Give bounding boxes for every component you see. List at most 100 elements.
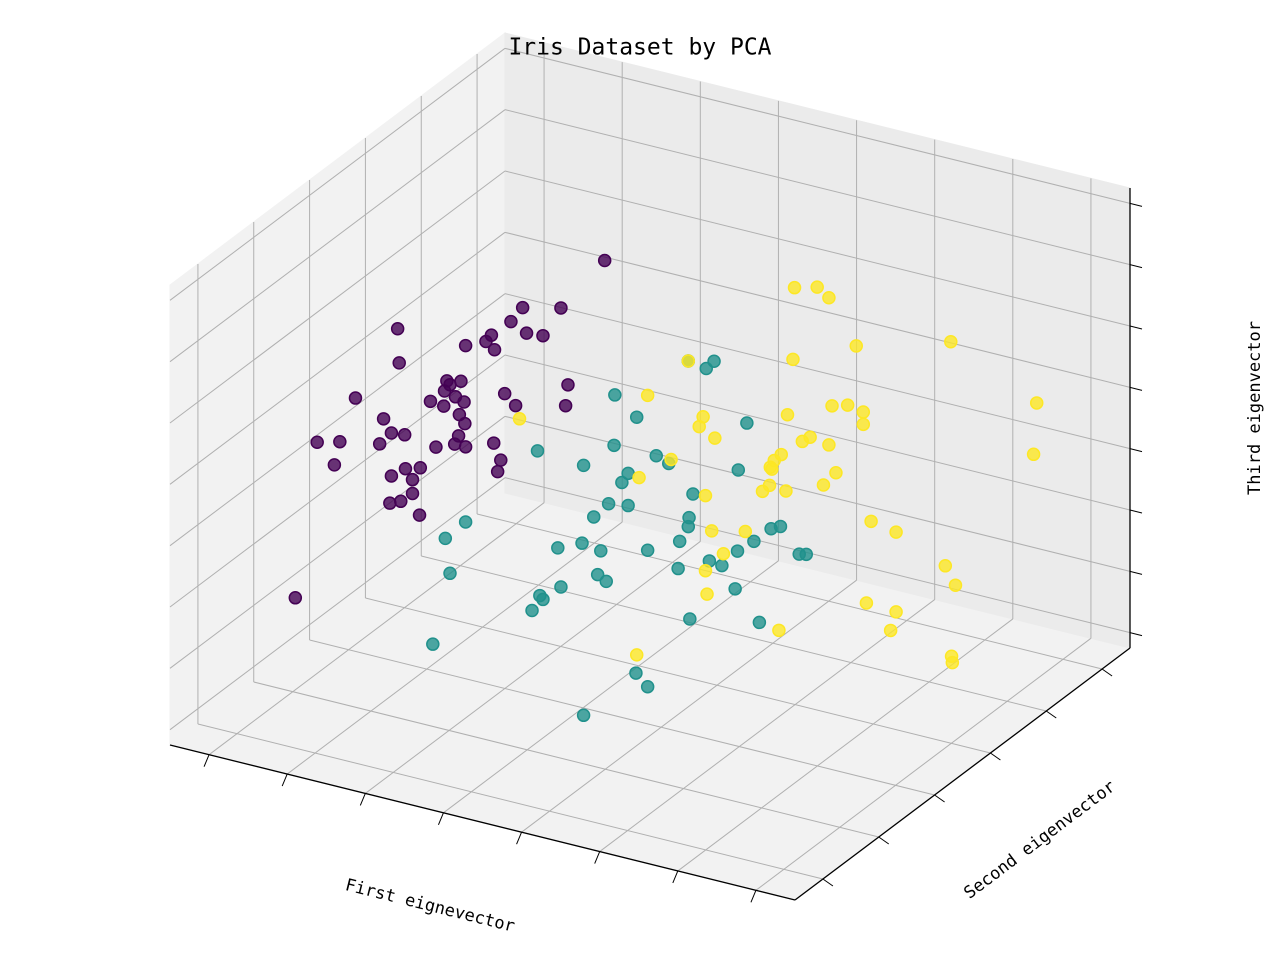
point [728, 582, 742, 596]
point [536, 328, 550, 343]
grid-line [504, 170, 1131, 327]
point [715, 558, 729, 573]
y-tick [1101, 668, 1113, 677]
grid-line [286, 521, 623, 775]
z-tick [1129, 509, 1143, 514]
point [512, 412, 527, 426]
grid-line [169, 109, 506, 363]
point [384, 426, 399, 440]
point [558, 398, 573, 413]
point [716, 546, 731, 561]
point [1029, 396, 1044, 410]
y-tick [1045, 710, 1057, 719]
grid-line [309, 639, 935, 796]
point [763, 460, 778, 474]
point [487, 342, 502, 357]
point [458, 416, 472, 431]
x-tick [516, 831, 523, 845]
point [383, 496, 397, 510]
grid-line [365, 597, 991, 754]
grid-line [169, 293, 506, 547]
point [394, 494, 408, 509]
point [494, 453, 508, 467]
point [454, 374, 468, 389]
point [376, 412, 391, 426]
x-axis [169, 744, 796, 901]
point [554, 580, 568, 594]
grid-line [504, 293, 1131, 450]
point [405, 486, 420, 501]
z-tick [1129, 570, 1143, 575]
grid-line [169, 477, 506, 731]
point [508, 398, 523, 413]
x-tick [672, 870, 679, 884]
point [426, 637, 440, 651]
z-tick [1129, 325, 1143, 330]
grid-line [443, 560, 779, 814]
point [561, 378, 575, 392]
point [856, 417, 871, 432]
point [810, 280, 824, 294]
point [597, 253, 612, 268]
z-tick [1129, 448, 1143, 453]
point [787, 280, 802, 295]
point [457, 395, 471, 409]
grid-line [421, 555, 1047, 712]
y-axis [794, 647, 1131, 901]
point [554, 301, 568, 315]
point [333, 434, 347, 449]
point [816, 478, 831, 492]
point [773, 519, 788, 534]
grid-line [365, 541, 701, 794]
point [938, 559, 953, 573]
points [288, 253, 1044, 723]
point [700, 587, 714, 601]
point [780, 407, 795, 422]
point [608, 388, 622, 402]
point [447, 437, 462, 451]
point [490, 464, 505, 479]
point [849, 339, 863, 353]
y-axis-label: Second eigenvector [960, 777, 1119, 904]
point [889, 525, 903, 539]
chart-title: Iris Dataset by PCA [508, 35, 771, 61]
grid-line [504, 109, 1131, 266]
point [458, 338, 473, 353]
point [629, 648, 644, 662]
point [479, 334, 493, 349]
point [859, 596, 874, 610]
point [708, 431, 722, 445]
point [372, 437, 387, 451]
point [864, 514, 878, 529]
point [327, 458, 342, 472]
x-tick [437, 812, 444, 826]
x-tick [281, 773, 288, 787]
point [945, 655, 960, 670]
point [681, 354, 696, 368]
point [413, 461, 428, 475]
grid-line [197, 723, 824, 880]
point [730, 544, 745, 558]
z-tick [1129, 632, 1143, 637]
point [392, 356, 406, 370]
point [423, 394, 438, 409]
point [640, 388, 655, 403]
point [822, 438, 836, 452]
point [840, 398, 855, 412]
point [443, 377, 457, 392]
grid-line [169, 231, 506, 485]
point [530, 444, 545, 458]
point [686, 487, 700, 501]
panes [168, 31, 1132, 901]
grid-line [169, 415, 506, 669]
point [504, 314, 518, 329]
point [752, 615, 767, 630]
point [438, 531, 453, 546]
grid-line [504, 354, 1131, 511]
point [629, 666, 643, 680]
point [515, 300, 530, 315]
point [698, 488, 713, 503]
point [590, 567, 605, 582]
y-tick [934, 794, 945, 803]
point [390, 322, 405, 336]
